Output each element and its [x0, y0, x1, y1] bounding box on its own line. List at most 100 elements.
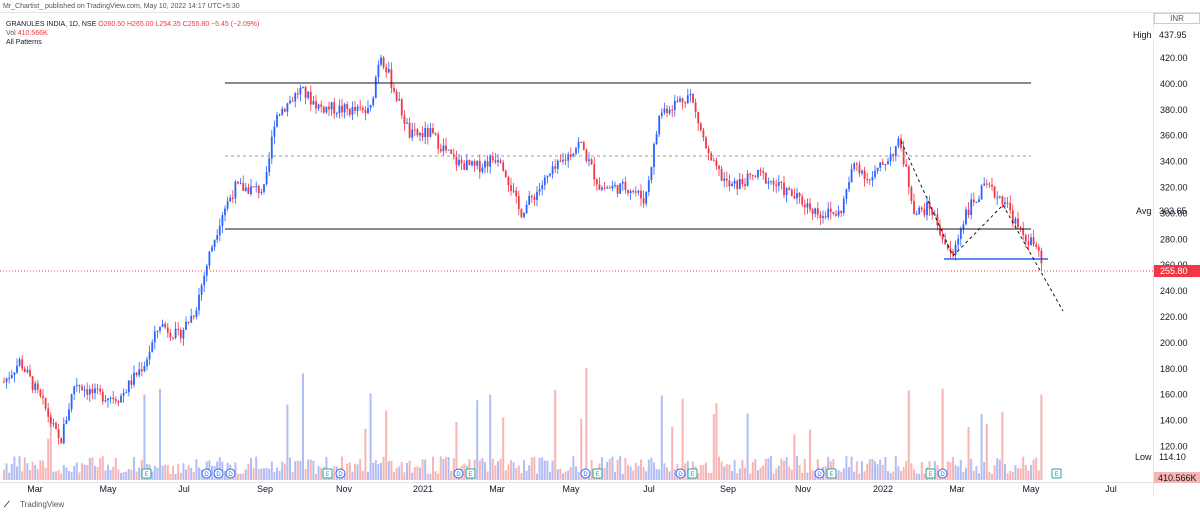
svg-text:E: E [144, 472, 148, 478]
chart-pane[interactable] [0, 12, 1153, 495]
publisher-line: Mr_Chartist_ published on TradingView.co… [3, 3, 240, 10]
time-tick-label: Jul [643, 484, 655, 494]
footer-brand: ⟋ TradingView [4, 500, 64, 510]
time-tick-label: May [99, 484, 117, 494]
chart-legend: GRANULES INDIA, 1D, NSE O260.50 H265.00 … [6, 20, 259, 47]
price-tick-label: 340.00 [1160, 157, 1188, 167]
time-tick-label: May [1022, 484, 1040, 494]
svg-text:D: D [456, 472, 461, 478]
price-tick-label: 320.00 [1160, 183, 1188, 193]
time-tick-label: Mar [949, 484, 965, 494]
volume-badge-value: 410.566K [1158, 473, 1197, 483]
svg-text:E: E [690, 472, 694, 478]
time-tick-label: Jul [178, 484, 190, 494]
price-tick-label: 360.00 [1160, 131, 1188, 141]
svg-text:D: D [678, 472, 683, 478]
legend-symbol[interactable]: GRANULES INDIA, 1D, NSE [6, 21, 97, 28]
volume-badge: 410.566K [1154, 472, 1200, 483]
last-price-value: 255.80 [1160, 266, 1188, 276]
dividend-marker[interactable]: D [453, 468, 464, 479]
high-value: 437.95 [1159, 30, 1187, 40]
low-badge: Low 114.10 [1135, 452, 1186, 462]
price-tick-label: 300.00 [1160, 208, 1188, 218]
time-tick-label: Sep [720, 484, 736, 494]
dividend-marker[interactable]: D [675, 468, 686, 479]
time-tick-label: Jul [1105, 484, 1117, 494]
volume-bars [3, 367, 1043, 480]
dividend-marker[interactable]: D [201, 468, 212, 479]
svg-text:D: D [940, 472, 945, 478]
price-tick-label: 400.00 [1160, 79, 1188, 89]
legend-indicator[interactable]: All Patterns [6, 39, 42, 46]
svg-text:D: D [338, 472, 343, 478]
dividend-marker[interactable]: D [225, 468, 236, 479]
svg-text:D: D [216, 472, 221, 478]
low-label: Low [1135, 452, 1152, 462]
time-tick-label: Sep [257, 484, 273, 494]
earnings-marker[interactable]: E [925, 468, 936, 479]
svg-text:E: E [928, 472, 932, 478]
price-tick-labels: 420.00 400.00 380.00 360.00 340.00 320.00 300.… [1160, 53, 1188, 452]
dividend-marker[interactable]: D [335, 468, 346, 479]
price-tick-label: 120.00 [1160, 442, 1188, 452]
low-value: 114.10 [1159, 452, 1186, 462]
svg-text:E: E [829, 472, 833, 478]
price-tick-label: 240.00 [1160, 286, 1188, 296]
last-price-badge: 255.80 [1154, 265, 1200, 277]
high-badge: High 437.95 [1129, 29, 1200, 41]
dividend-marker[interactable]: D [814, 468, 825, 479]
currency-button[interactable]: INR [1154, 13, 1200, 24]
svg-text:E: E [1054, 472, 1058, 478]
earnings-marker[interactable]: E [465, 468, 476, 479]
legend-volume-row: Vol 410.566K [6, 29, 259, 38]
price-tick-label: 180.00 [1160, 364, 1188, 374]
legend-volume-label[interactable]: Vol [6, 30, 16, 37]
time-tick-label: Nov [795, 484, 812, 494]
tradingview-logo-icon: ⟋ [4, 500, 10, 509]
candlestick-series [3, 54, 1043, 445]
svg-text:D: D [204, 472, 209, 478]
legend-symbol-row: GRANULES INDIA, 1D, NSE O260.50 H265.00 … [6, 20, 259, 29]
time-tick-label: Nov [336, 484, 353, 494]
earnings-marker[interactable]: E [826, 468, 837, 479]
price-axis[interactable] [1153, 12, 1200, 495]
earnings-marker[interactable]: E [322, 468, 333, 479]
time-tick-label: May [562, 484, 580, 494]
time-tick-label: 2022 [873, 484, 893, 494]
legend-volume-value: 410.566K [17, 30, 48, 37]
legend-ohlc: O260.50 H265.00 L254.35 C255.80 −5.45 (−… [98, 21, 260, 28]
avg-value: 303.65 [1159, 206, 1187, 216]
price-tick-label: 160.00 [1160, 390, 1188, 400]
avg-badge: Avg 303.65 [1136, 206, 1187, 216]
earnings-marker[interactable]: E [1051, 468, 1062, 479]
svg-text:D: D [228, 472, 233, 478]
time-tick-label: Mar [27, 484, 43, 494]
svg-text:E: E [595, 472, 599, 478]
svg-text:D: D [817, 472, 822, 478]
price-tick-label: 200.00 [1160, 338, 1188, 348]
time-tick-label: Mar [489, 484, 505, 494]
earnings-marker[interactable]: E [592, 468, 603, 479]
price-tick-label: 420.00 [1160, 53, 1188, 63]
dividend-marker[interactable]: D [213, 468, 224, 479]
svg-text:E: E [325, 472, 329, 478]
price-tick-label: 140.00 [1160, 416, 1188, 426]
footer-brand-label[interactable]: TradingView [20, 500, 65, 509]
dividend-marker[interactable]: D [580, 468, 591, 479]
time-tick-label: 2021 [413, 484, 433, 494]
svg-text:E: E [468, 472, 472, 478]
price-tick-label: 280.00 [1160, 234, 1188, 244]
svg-text:D: D [583, 472, 588, 478]
price-tick-label: 380.00 [1160, 105, 1188, 115]
earnings-marker[interactable]: E [141, 468, 152, 479]
trend-projection-down-2[interactable] [1002, 204, 1064, 312]
earnings-marker[interactable]: E [687, 468, 698, 479]
high-label: High [1133, 30, 1152, 40]
price-tick-label: 220.00 [1160, 312, 1188, 322]
avg-label: Avg [1136, 206, 1151, 216]
dividend-marker[interactable]: D [937, 468, 948, 479]
time-axis[interactable] [0, 482, 1153, 496]
time-tick-labels: Mar May Jul Sep Nov 2021 Mar May Jul Sep Nov 2022 Ma… [27, 484, 1117, 494]
